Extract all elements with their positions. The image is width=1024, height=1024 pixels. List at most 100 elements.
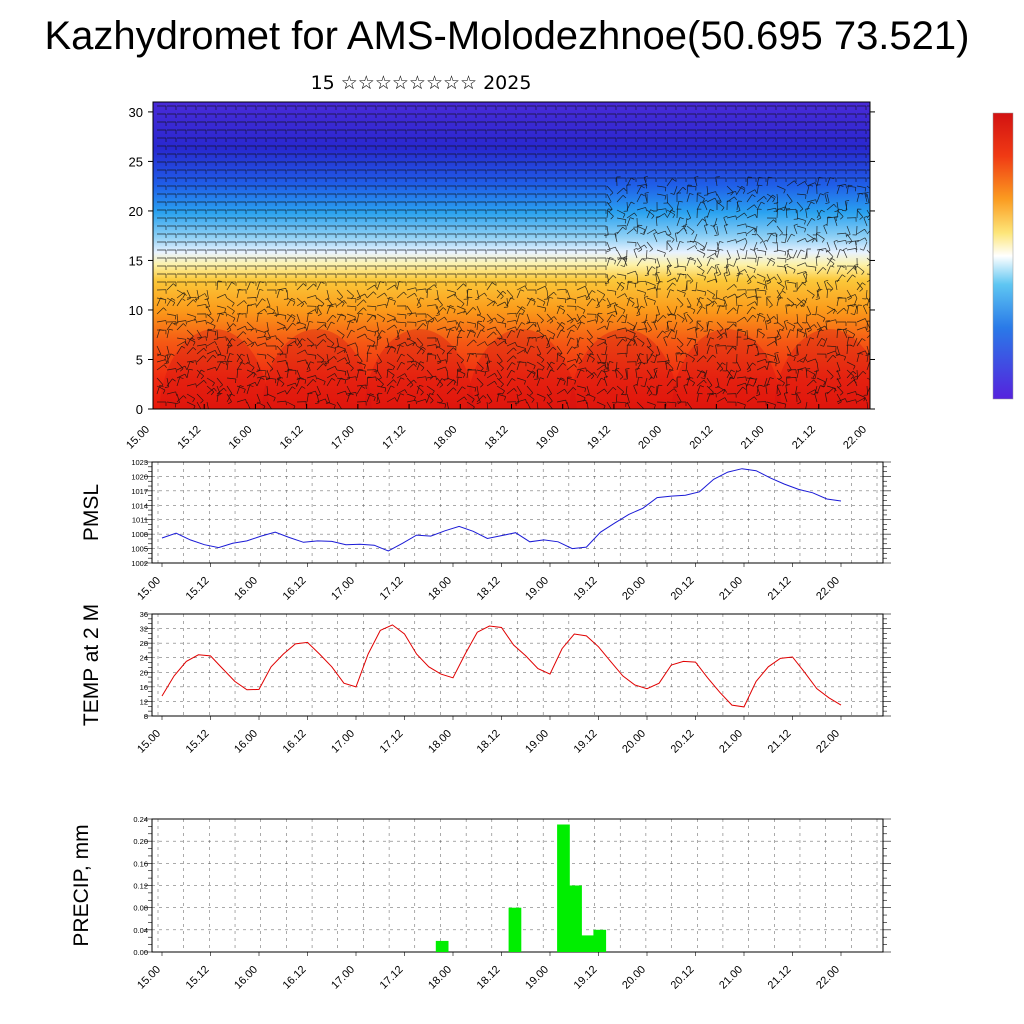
wind-barb [467,129,477,134]
wind-barb [707,161,717,166]
wind-barb [447,185,457,190]
wind-barb [317,121,327,126]
wind-barb [266,345,277,350]
wind-barb [427,281,437,286]
wind-barb [376,329,382,341]
wind-barb [437,121,447,126]
wind-barb [236,331,247,339]
wind-barb [766,361,777,367]
wind-barb [747,105,757,110]
wind-barb [337,257,347,262]
wind-barb [307,153,317,158]
wind-barb [177,113,187,118]
x-tick-label: 16.00 [232,728,260,756]
wind-barb [487,201,497,206]
wind-barb [356,384,367,390]
wind-barb [507,153,517,158]
warm-cell [261,329,372,409]
wind-barb [757,137,767,142]
wind-barb [497,145,507,150]
wind-barb [566,401,570,409]
wind-barb [506,312,517,318]
wind-barb [377,137,387,142]
wind-barb [827,153,837,158]
wind-barb [416,323,427,331]
wind-barb [327,217,337,222]
wind-barb [706,278,718,284]
wind-barb [667,105,677,110]
wind-barb [216,353,227,361]
wind-barb [606,209,614,220]
wind-barb [377,145,387,150]
wind-barb [786,248,793,259]
x-tick-label: 21.12 [766,728,794,756]
wind-barb [447,161,457,166]
wind-barb [426,337,437,342]
wind-barb [506,369,516,379]
wind-barb [377,249,387,254]
wind-barb [327,193,337,198]
wind-barb [697,137,707,142]
wind-barb [635,368,640,379]
y-tick-label: 20 [140,668,148,677]
wind-barb [766,401,776,409]
wind-barb [317,257,327,262]
wind-barb [477,145,487,150]
wind-barb [837,137,847,142]
wind-barb [376,292,387,299]
wind-barb [357,201,367,206]
wind-barb [819,337,828,347]
wind-barb [567,217,577,222]
wind-barb [237,129,247,134]
wind-barb [487,281,497,286]
wind-barb [616,217,627,224]
wind-barb [686,353,695,363]
wind-barb [256,342,268,347]
wind-barb [196,313,207,318]
wind-barb [677,129,687,134]
wind-barb [517,145,527,150]
wind-barb [576,369,585,379]
wind-barb [337,265,347,270]
wind-barb [176,323,187,331]
wind-barb [526,297,536,306]
wind-barb [347,217,357,222]
wind-barb [667,177,677,182]
wind-barb [636,207,648,212]
wind-barb [526,336,534,347]
y-axis-label: PRECIP, mm [70,824,93,946]
wind-barb [507,257,517,262]
wind-barb [457,145,467,150]
wind-barb [196,393,204,404]
wind-barb [666,320,672,331]
wind-barb [707,145,717,150]
wind-barb [346,321,354,331]
wind-barb [837,121,847,126]
wind-barb [276,337,284,348]
wind-barb [807,177,817,182]
wind-barb [727,145,737,150]
wind-barb [706,257,715,267]
wind-barb [356,289,361,301]
wind-barb [296,326,308,332]
wind-barb [267,233,277,238]
wind-barb [766,193,775,203]
wind-barb [167,153,177,158]
wind-barb [276,377,285,387]
wind-barb [437,249,447,254]
wind-barb [537,257,547,262]
wind-barb [815,289,820,301]
wind-barb [456,283,467,291]
wind-barb [376,353,382,365]
wind-barb [837,177,847,182]
wind-barb [386,368,393,379]
wind-barb [713,271,719,283]
wind-barb [387,137,397,142]
wind-barb [606,208,612,219]
y-tick-label: 8 [144,712,148,721]
wind-barb [197,129,207,134]
wind-barb [245,353,250,365]
wind-barb [683,383,688,395]
wind-barb [346,361,354,372]
wind-barb [217,257,227,262]
